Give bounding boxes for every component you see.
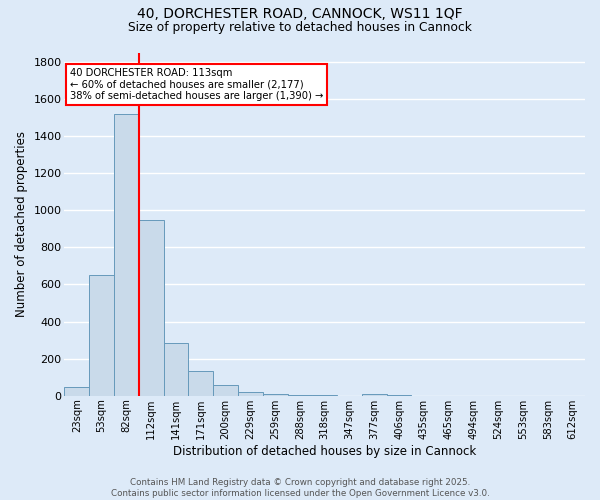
Bar (362, 394, 386, 396)
Text: Size of property relative to detached houses in Cannock: Size of property relative to detached ho… (128, 21, 472, 34)
Bar (89, 275, 114, 396)
Y-axis label: Number of detached properties: Number of detached properties (15, 131, 28, 317)
Bar (213, 384, 238, 396)
X-axis label: Distribution of detached houses by size in Cannock: Distribution of detached houses by size … (173, 444, 476, 458)
Bar (164, 343, 188, 396)
Bar (114, 114, 139, 396)
Bar (139, 220, 164, 396)
Bar (64, 388, 89, 396)
Text: Contains HM Land Registry data © Crown copyright and database right 2025.
Contai: Contains HM Land Registry data © Crown c… (110, 478, 490, 498)
Bar (263, 394, 287, 396)
Text: 40, DORCHESTER ROAD, CANNOCK, WS11 1QF: 40, DORCHESTER ROAD, CANNOCK, WS11 1QF (137, 8, 463, 22)
Bar (188, 370, 213, 396)
Bar (287, 395, 313, 396)
Bar (238, 392, 263, 396)
Text: 40 DORCHESTER ROAD: 113sqm
← 60% of detached houses are smaller (2,177)
38% of s: 40 DORCHESTER ROAD: 113sqm ← 60% of deta… (70, 68, 323, 101)
